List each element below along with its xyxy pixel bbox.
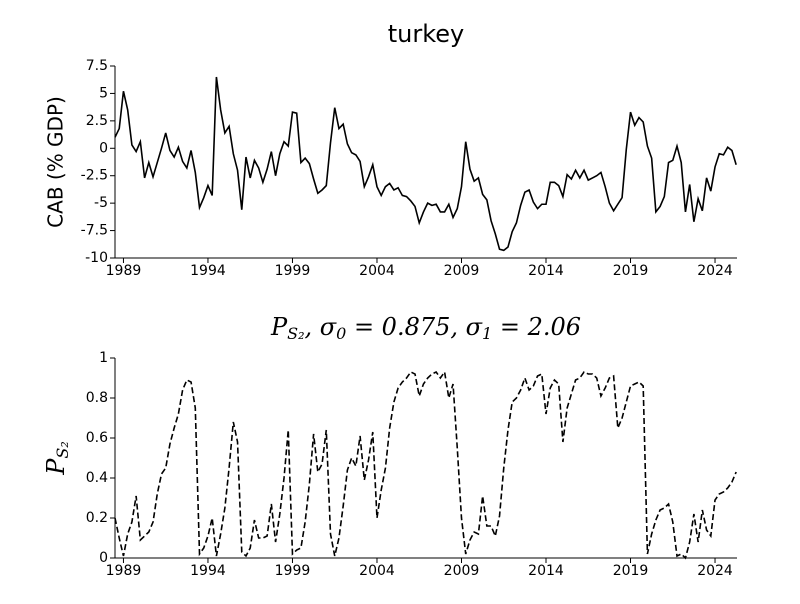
y-axis-label: PS₂ <box>42 441 72 476</box>
x-tick-label: 2024 <box>697 563 733 579</box>
x-tick-label: 1999 <box>275 563 311 579</box>
title-part: = 2.06 <box>492 313 581 341</box>
y-tick-label: 0 <box>99 550 108 566</box>
title-part: P <box>42 458 70 476</box>
x-tick-label: 2014 <box>528 563 564 579</box>
x-tick-label: 2024 <box>697 263 733 279</box>
y-tick-label: 0.6 <box>86 430 108 446</box>
title-part: = 0.875, σ <box>346 313 482 341</box>
title-part: P <box>270 313 288 341</box>
y-tick-label: 7.5 <box>86 58 108 74</box>
x-tick-label: 1994 <box>190 563 226 579</box>
y-tick-label: -2.5 <box>81 168 108 184</box>
title-part: 1 <box>482 324 492 343</box>
y-tick-label: -10 <box>85 250 108 266</box>
x-tick-label: 2019 <box>613 263 649 279</box>
x-tick-label: 2009 <box>444 563 480 579</box>
y-tick-label: 0.2 <box>86 510 108 526</box>
y-tick-label: 0.8 <box>86 390 108 406</box>
title-part: S₂ <box>287 324 304 343</box>
x-tick-label: 1994 <box>190 263 226 279</box>
x-tick-label: 2004 <box>359 563 395 579</box>
x-tick-label: 1989 <box>106 563 142 579</box>
x-tick-label: 1999 <box>275 263 311 279</box>
x-tick-label: 1989 <box>106 263 142 279</box>
y-tick-label: 0.4 <box>86 470 108 486</box>
y-tick-label: -5 <box>94 195 108 211</box>
data-line <box>114 369 737 560</box>
data-line <box>114 76 737 252</box>
x-tick-label: 2004 <box>359 263 395 279</box>
y-tick-label: 5 <box>99 85 108 101</box>
x-tick-label: 2009 <box>444 263 480 279</box>
y-axis-label: CAB (% GDP) <box>44 96 68 228</box>
y-tick-label: 1 <box>99 350 108 366</box>
title-part: S₂ <box>53 441 72 458</box>
x-tick-label: 2014 <box>528 263 564 279</box>
y-tick-label: 0 <box>99 140 108 156</box>
x-tick-label: 2019 <box>613 563 649 579</box>
chart-title: turkey <box>388 20 465 48</box>
y-tick-label: 2.5 <box>86 113 108 129</box>
title-part: 0 <box>336 324 346 343</box>
chart-title: PS₂, σ0 = 0.875, σ1 = 2.06 <box>270 313 581 343</box>
title-part: , σ <box>304 313 336 341</box>
y-tick-label: -7.5 <box>81 223 108 239</box>
